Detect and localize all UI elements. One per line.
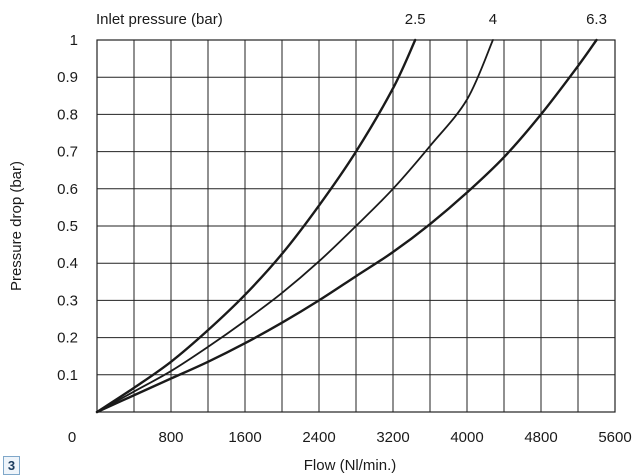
inlet-pressure-title: Inlet pressure (bar) bbox=[96, 11, 223, 28]
series-line-2-5 bbox=[95, 38, 417, 414]
series-labels: 2.5 4 6.3 bbox=[405, 11, 607, 28]
y-tick-label: 0.6 bbox=[57, 181, 78, 198]
x-tick-label: 4800 bbox=[524, 429, 557, 446]
x-tick-label: 4000 bbox=[450, 429, 483, 446]
plot-frame bbox=[96, 39, 616, 413]
y-tick-labels: 0.1 0.2 0.3 0.4 0.5 0.6 0.7 0.8 0.9 1 bbox=[57, 32, 78, 384]
y-tick-label: 0.8 bbox=[57, 106, 78, 123]
y-tick-label: 0.9 bbox=[57, 69, 78, 86]
y-tick-label: 0.5 bbox=[57, 218, 78, 235]
x-axis-title: Flow (Nl/min.) bbox=[304, 457, 397, 474]
y-tick-label: 0.7 bbox=[57, 144, 78, 161]
x-tick-label: 0 bbox=[68, 429, 76, 446]
series-curves bbox=[95, 38, 598, 414]
y-tick-label: 0.4 bbox=[57, 255, 78, 272]
y-axis-title: Pressure drop (bar) bbox=[8, 161, 25, 291]
y-tick-label: 0.1 bbox=[57, 367, 78, 384]
y-tick-label: 0.3 bbox=[57, 292, 78, 309]
x-tick-label: 3200 bbox=[376, 429, 409, 446]
grid-lines bbox=[96, 39, 616, 413]
series-label: 6.3 bbox=[586, 11, 607, 28]
figure-number-badge: 3 bbox=[3, 456, 20, 475]
series-label: 2.5 bbox=[405, 11, 426, 28]
series-label: 4 bbox=[489, 11, 497, 28]
y-tick-label: 1 bbox=[70, 32, 78, 49]
x-tick-label: 2400 bbox=[302, 429, 335, 446]
y-tick-label: 0.2 bbox=[57, 330, 78, 347]
series-line-6-3 bbox=[95, 38, 598, 414]
x-tick-label: 5600 bbox=[598, 429, 631, 446]
x-tick-label: 1600 bbox=[228, 429, 261, 446]
x-tick-label: 800 bbox=[158, 429, 183, 446]
series-line-4 bbox=[96, 39, 494, 413]
x-tick-labels: 0 800 1600 2400 3200 4000 4800 5600 bbox=[68, 429, 632, 446]
